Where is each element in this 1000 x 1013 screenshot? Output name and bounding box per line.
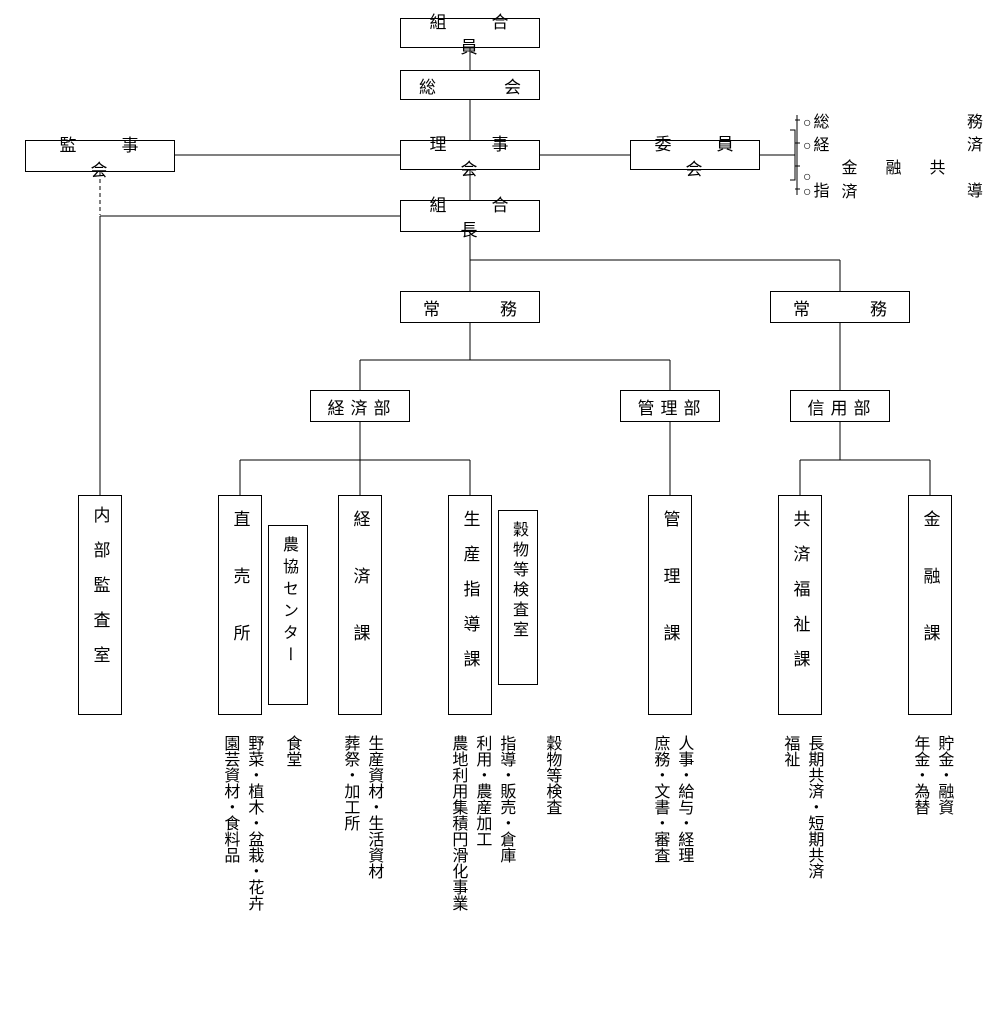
label: 農協センター	[276, 536, 300, 668]
label-left: 常	[793, 295, 810, 320]
label: 組 合 長	[415, 191, 537, 241]
label: 総	[813, 114, 829, 131]
label: 組 合 員	[415, 8, 537, 58]
committee-item-1: ○総 務	[803, 108, 983, 132]
label: 共済福祉課	[788, 510, 813, 685]
node-kumiaiin: 組 合 員	[400, 18, 540, 48]
node-kumiaichou: 組 合 長	[400, 200, 540, 232]
label-right: 務	[500, 295, 517, 320]
label: 済	[967, 131, 983, 155]
label-right: 会	[504, 73, 521, 98]
desc-kyousai-2: 福祉	[778, 735, 800, 767]
label: 経	[813, 137, 829, 154]
node-naibu: 内部監査室	[78, 495, 122, 715]
node-kinyuuka: 金融課	[908, 495, 952, 715]
label: 管理課	[658, 510, 683, 681]
label: 金融課	[918, 510, 943, 681]
node-seisan: 生産指導課	[448, 495, 492, 715]
node-kanrika: 管理課	[648, 495, 692, 715]
desc-kinyuu-2: 年金・為替	[908, 735, 930, 815]
label: 穀物等検査室	[506, 521, 530, 641]
label: 経済課	[348, 510, 373, 681]
label: 委 員 会	[645, 130, 757, 180]
desc-kanri-2: 庶務・文書・審査	[648, 735, 670, 863]
label: 務	[967, 108, 983, 132]
desc-keizai-2: 葬祭・加工所	[338, 735, 360, 831]
label: 指	[813, 183, 829, 200]
label: 導	[967, 177, 983, 201]
desc-seisan-1: 指導・販売・倉庫	[494, 735, 516, 863]
label: 経済部	[328, 394, 397, 419]
label: 管理部	[638, 394, 707, 419]
node-keizaika: 経済課	[338, 495, 382, 715]
node-iinkai: 委 員 会	[630, 140, 760, 170]
node-joumu-2: 常 務	[770, 291, 910, 323]
node-soukai: 総 会	[400, 70, 540, 100]
label: 信用部	[808, 394, 877, 419]
node-kyousai: 共済福祉課	[778, 495, 822, 715]
node-chokubai: 直売所	[218, 495, 262, 715]
label-right: 務	[870, 295, 887, 320]
desc-kyousai-1: 長期共済・短期共済	[802, 735, 824, 879]
desc-seisan-3: 農地利用集積円滑化事業	[446, 735, 468, 911]
label: 内部監査室	[88, 506, 113, 681]
label-left: 常	[423, 295, 440, 320]
desc-chokubai-1: 野菜・植木・盆栽・花卉	[242, 735, 264, 911]
label: 直売所	[228, 510, 253, 681]
label: 生産指導課	[458, 510, 483, 685]
desc-noukyou-1: 食堂	[280, 735, 302, 767]
desc-chokubai-2: 園芸資材・食料品	[218, 735, 240, 863]
desc-keizai-1: 生産資材・生活資材	[362, 735, 384, 879]
org-chart: 組 合 員 総 会 監 事 会 理 事 会 委 員 会 ○総 務 ○経 済 ○金…	[0, 0, 1000, 1013]
node-joumu-1: 常 務	[400, 291, 540, 323]
node-shinyoubu: 信用部	[790, 390, 890, 422]
desc-kanri-1: 人事・給与・経理	[672, 735, 694, 863]
node-kokumotsu: 穀物等検査室	[498, 510, 538, 685]
node-rijikai: 理 事 会	[400, 140, 540, 170]
desc-kokumotsu-1: 穀物等検査	[540, 735, 562, 815]
label: 理 事 会	[415, 130, 537, 180]
desc-kinyuu-1: 貯金・融資	[932, 735, 954, 815]
committee-item-4: ○指 導	[803, 177, 983, 201]
node-kanjikai: 監 事 会	[25, 140, 175, 172]
label-left: 総	[419, 73, 436, 98]
node-kanribu: 管理部	[620, 390, 720, 422]
committee-item-2: ○経 済	[803, 131, 983, 155]
node-noukyou: 農協センター	[268, 525, 308, 705]
label: 監 事 会	[40, 131, 172, 181]
desc-seisan-2: 利用・農産加工	[470, 735, 492, 847]
node-keizaibu: 経済部	[310, 390, 410, 422]
